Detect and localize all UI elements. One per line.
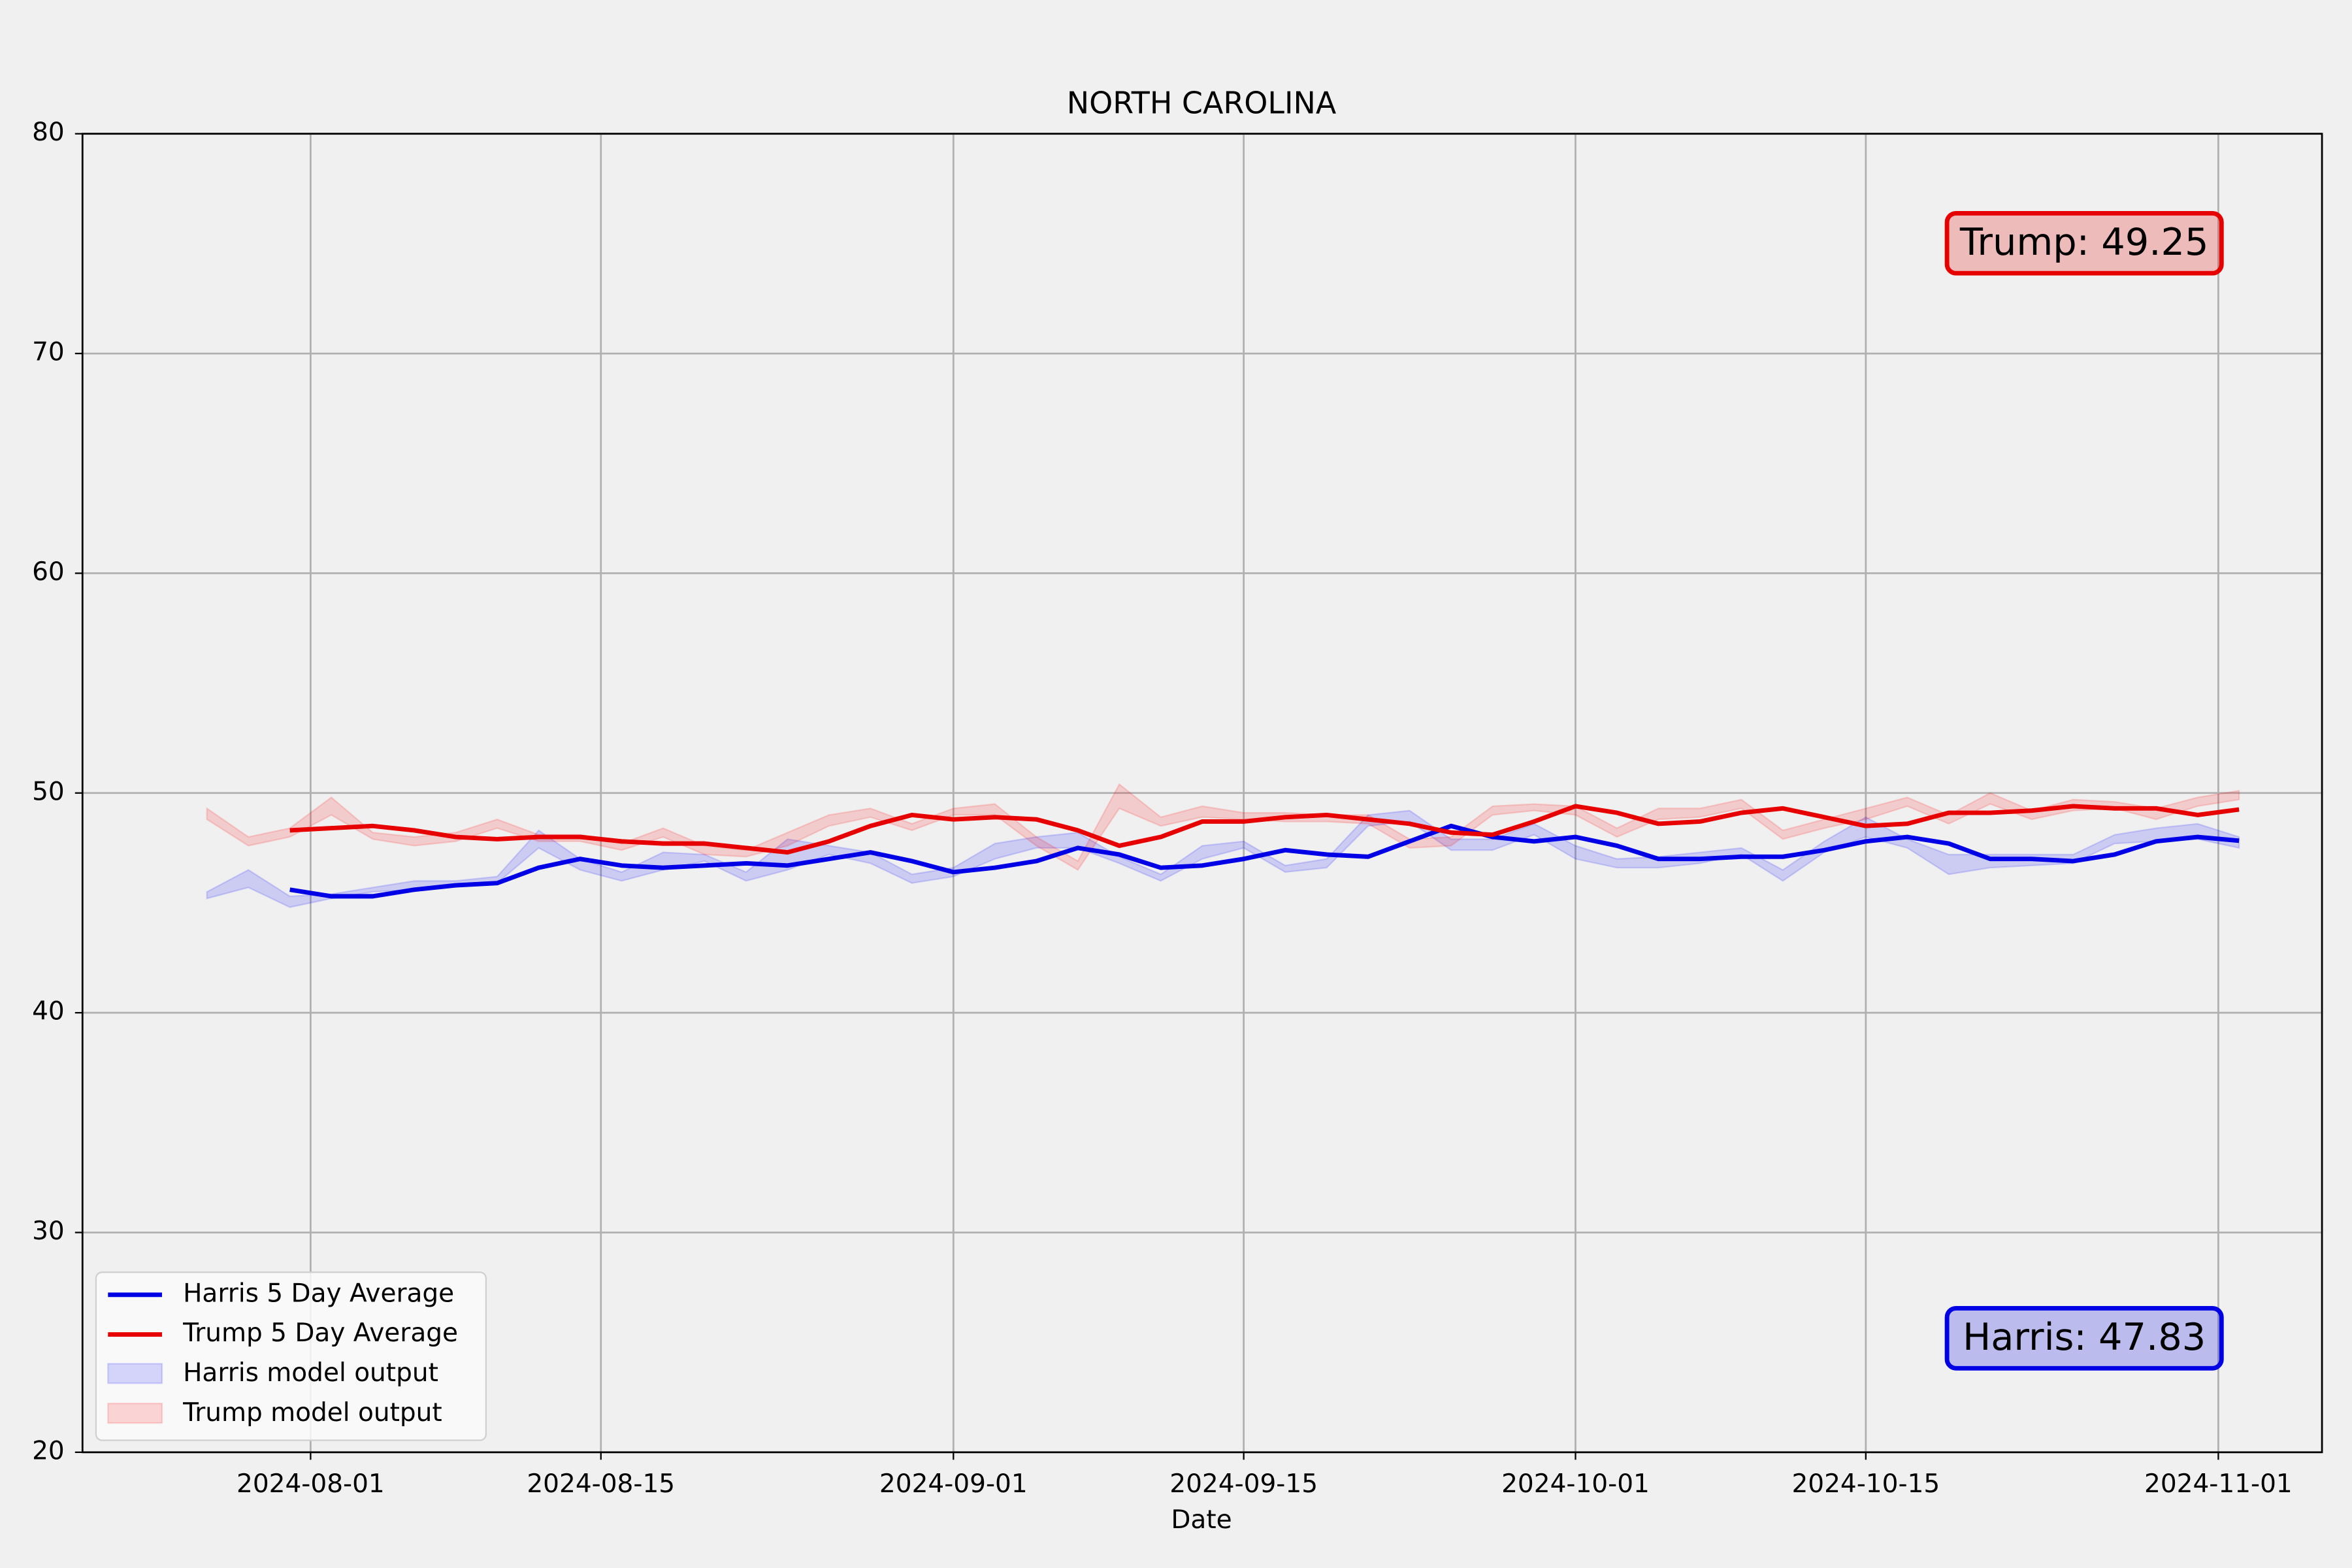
annotation: Trump: 49.25 [1944, 210, 2224, 276]
y-tick-label: 20 [32, 1436, 65, 1465]
y-tick-label: 50 [32, 777, 65, 806]
legend-label: Harris 5 Day Average [183, 1279, 454, 1308]
y-tick-label: 70 [32, 338, 65, 367]
average-line [289, 804, 2240, 855]
chart-title: NORTH CAROLINA [1067, 86, 1337, 121]
annotation-box [1944, 210, 2224, 276]
annotation: Harris: 47.83 [1944, 1305, 2224, 1371]
legend-label: Trump 5 Day Average [182, 1318, 458, 1348]
x-tick-label: 2024-10-01 [1501, 1469, 1650, 1499]
y-tick-label: 80 [32, 118, 65, 147]
y-tick-label: 40 [32, 997, 65, 1026]
x-tick-label: 2024-09-01 [879, 1469, 1028, 1499]
x-tick-label: 2024-08-01 [237, 1469, 385, 1499]
plot-frame [81, 133, 2323, 1454]
y-tick-label: 60 [32, 557, 65, 587]
x-tick-label: 2024-09-15 [1169, 1469, 1318, 1499]
average-line [289, 823, 2240, 899]
annotation-text: Harris: 47.83 [1963, 1315, 2206, 1359]
legend-swatch [107, 1363, 163, 1384]
x-tick-label: 2024-11-01 [2144, 1469, 2293, 1499]
x-tick-label: 2024-10-15 [1791, 1469, 1940, 1499]
legend-label: Harris model output [183, 1358, 438, 1388]
x-tick-label: 2024-08-15 [527, 1469, 675, 1499]
x-axis-label: Date [1171, 1505, 1232, 1535]
y-tick-label: 30 [32, 1217, 65, 1246]
annotation-box [1944, 1305, 2224, 1371]
legend-box [95, 1271, 487, 1441]
legend-swatch [107, 1403, 163, 1424]
legend: Harris 5 Day Average Trump 5 Day Average H… [95, 1271, 487, 1441]
model-band [206, 809, 2240, 908]
legend-label: Trump model output [182, 1398, 442, 1428]
annotation-text: Trump: 49.25 [1959, 220, 2209, 264]
